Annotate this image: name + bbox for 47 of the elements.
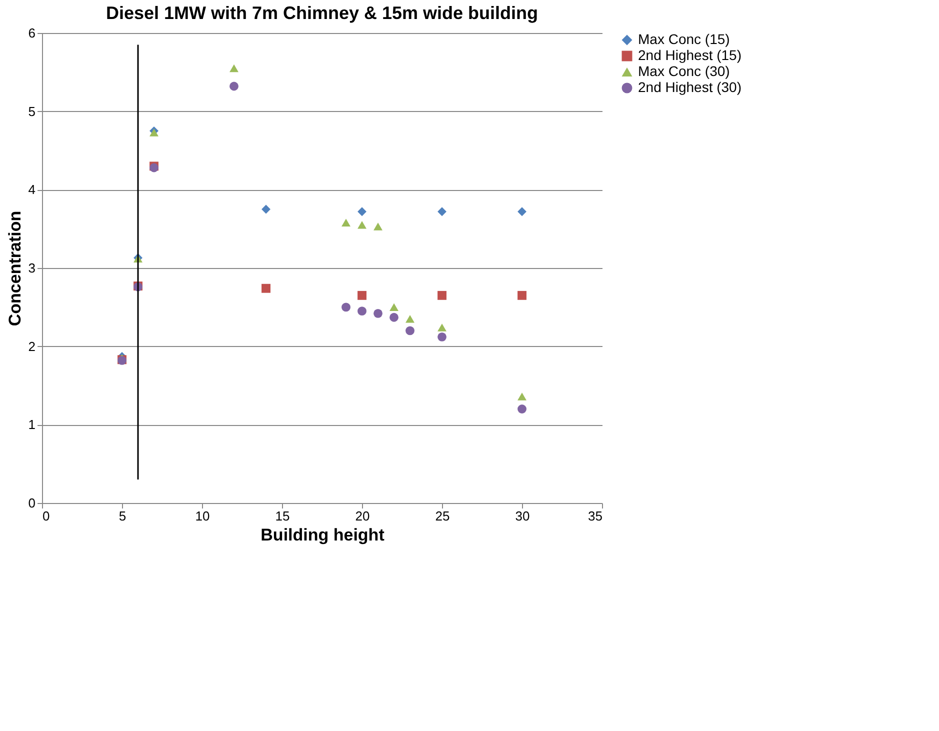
y-tick-label: 4 <box>28 182 36 198</box>
x-tick-label: 10 <box>195 508 210 524</box>
x-tick-label: 5 <box>118 508 126 524</box>
legend-label: 2nd Highest (30) <box>638 79 742 95</box>
x-axis-title: Building height <box>260 526 385 544</box>
y-tick-label: 1 <box>28 417 36 432</box>
point <box>438 207 446 216</box>
point <box>390 303 398 312</box>
point <box>374 222 382 230</box>
x-tick-label: 35 <box>588 508 602 524</box>
y-tick-label: 2 <box>28 338 36 354</box>
point <box>438 324 446 332</box>
point <box>358 290 366 300</box>
legend-label: 2nd Highest (15) <box>638 47 742 63</box>
point <box>518 290 526 300</box>
y-tick-label: 3 <box>28 260 36 276</box>
y-tick-label: 5 <box>28 104 36 119</box>
legend-label: Max Conc (30) <box>638 63 730 79</box>
point <box>438 332 446 342</box>
x-tick-label: 20 <box>355 508 370 524</box>
y-axis-title: Concentration <box>5 210 24 326</box>
point <box>150 128 158 136</box>
point <box>262 204 270 214</box>
point <box>518 207 526 216</box>
point <box>358 306 366 316</box>
point <box>406 326 414 336</box>
y-tick-label: 6 <box>28 26 36 40</box>
point <box>518 392 526 400</box>
point <box>374 308 382 318</box>
point <box>342 302 350 312</box>
point <box>406 315 414 323</box>
point <box>262 284 270 293</box>
x-tick-label: 0 <box>42 508 50 524</box>
point <box>390 312 398 322</box>
point <box>358 207 366 216</box>
x-tick-label: 30 <box>515 508 530 524</box>
point <box>358 221 366 229</box>
point <box>230 82 238 91</box>
y-tick-label: 0 <box>28 496 36 510</box>
legend-label: Max Conc (15) <box>638 31 730 47</box>
chart-title: Diesel 1MW with 7m Chimney & 15m wide building <box>106 3 538 23</box>
point <box>518 404 526 414</box>
point <box>342 218 350 226</box>
x-tick-label: 15 <box>275 508 290 524</box>
x-tick-label: 25 <box>435 508 450 524</box>
point <box>438 290 446 300</box>
point <box>230 64 238 72</box>
